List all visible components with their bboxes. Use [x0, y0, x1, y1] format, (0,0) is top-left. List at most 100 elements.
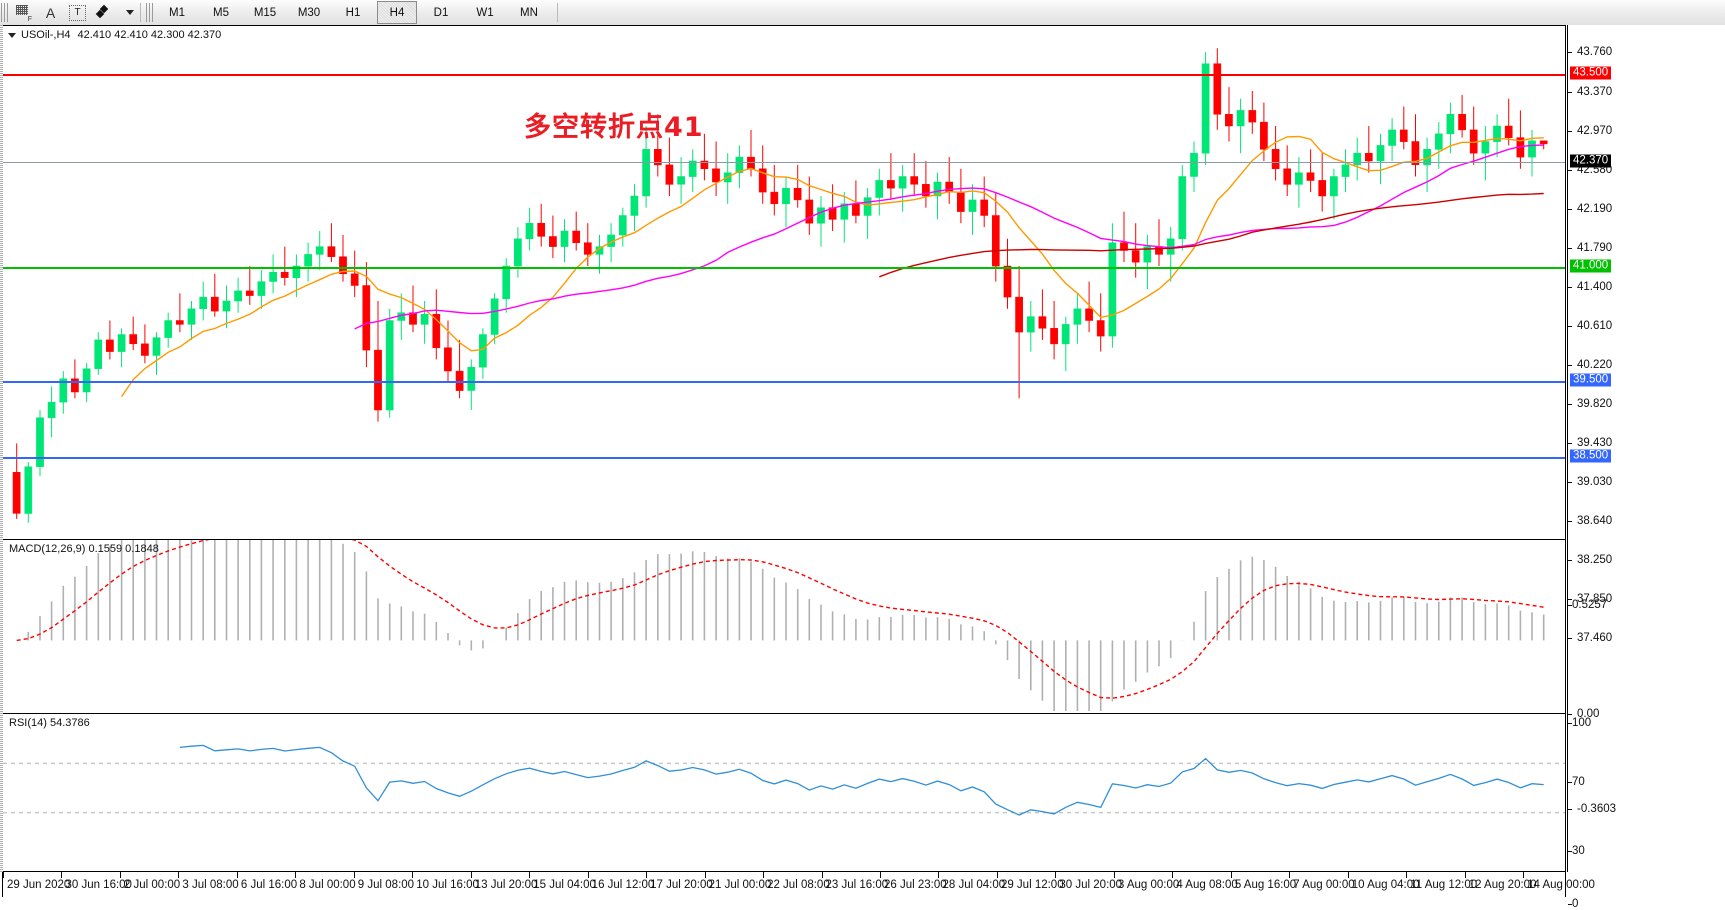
- price-axis[interactable]: 43.760 43.370 42.970 42.580 42.190 41.790 41.4…: [1567, 25, 1725, 910]
- rsi-tick: 100: [1568, 717, 1591, 729]
- time-tick-mark: [587, 872, 589, 878]
- toolbar-divider: [140, 3, 141, 22]
- time-tick: 10 Jul 16:00: [416, 879, 479, 891]
- time-tick: 30 Jul 20:00: [1059, 879, 1123, 891]
- shapes-icon[interactable]: [92, 1, 117, 24]
- symbol-label: USOil-,H4: [21, 29, 71, 41]
- time-tick: 17 Jul 20:00: [650, 879, 713, 891]
- time-tick: 15 Jul 04:00: [533, 879, 596, 891]
- price-level-label-support-39500[interactable]: 39.500: [1570, 373, 1612, 387]
- text-label-icon[interactable]: A: [45, 4, 56, 21]
- time-tick: 13 Jul 20:00: [474, 879, 538, 891]
- time-tick: 23 Jul 16:00: [825, 879, 889, 891]
- time-tick: 6 Jul 16:00: [240, 879, 298, 891]
- time-tick-mark: [763, 872, 765, 878]
- time-tick: 3 Aug 00:00: [1117, 879, 1180, 891]
- time-tick: 29 Jul 12:00: [1000, 879, 1064, 891]
- symbol-header: USOil-,H4 42.410 42.410 42.300 42.370: [6, 28, 221, 42]
- time-axis[interactable]: 29 Jun 2020 30 Jun 16:00 2 Jul 00:00 3 Jul …: [2, 872, 1595, 897]
- rsi-plot: [3, 744, 1565, 816]
- time-tick-mark: [236, 872, 238, 878]
- macd-tick: -0.3603: [1568, 803, 1616, 815]
- price-tick: 41.400: [1568, 281, 1612, 293]
- time-tick-mark: [938, 872, 940, 878]
- price-pane[interactable]: USOil-,H4 42.410 42.410 42.300 42.370 多空…: [3, 26, 1565, 536]
- time-tick-mark: [1464, 872, 1466, 878]
- timeframe-mn[interactable]: MN: [520, 6, 538, 19]
- timeframe-m5[interactable]: M5: [213, 6, 229, 19]
- chevron-down-icon[interactable]: [8, 32, 16, 38]
- time-tick-mark: [996, 872, 998, 878]
- time-tick-mark: [295, 872, 297, 878]
- time-tick-mark: [412, 872, 414, 878]
- macd-pane[interactable]: MACD(12,26,9) 0.1559 0.1848: [3, 539, 1565, 712]
- ohlc-values: 42.410 42.410 42.300 42.370: [77, 29, 222, 41]
- time-tick: 14 Aug 00:00: [1527, 879, 1595, 891]
- pane-scroll-gutter[interactable]: [0, 25, 3, 872]
- price-tick: 37.460: [1568, 632, 1612, 644]
- time-tick: 28 Jul 04:00: [942, 879, 1006, 891]
- time-tick: 22 Jul 08:00: [767, 879, 830, 891]
- crosshair-cursor-icon[interactable]: F: [11, 1, 36, 24]
- rsi-tick: 70: [1568, 776, 1585, 788]
- rsi-label: RSI(14) 54.3786: [9, 717, 90, 729]
- macd-tick: 0.5257: [1568, 599, 1607, 611]
- time-tick: 10 Aug 04:00: [1351, 879, 1420, 891]
- price-level-label-resistance-43500[interactable]: 43.500: [1570, 66, 1612, 80]
- time-tick: 5 Aug 16:00: [1234, 879, 1297, 891]
- time-tick: 8 Jul 00:00: [299, 879, 356, 891]
- level-line-resistance[interactable]: [3, 74, 1565, 76]
- rsi-tick: 0: [1568, 898, 1578, 910]
- level-line-pivot[interactable]: [3, 267, 1565, 269]
- timeframe-m15[interactable]: M15: [253, 6, 277, 19]
- time-tick-mark: [1289, 872, 1291, 878]
- price-tick: 40.220: [1568, 359, 1612, 371]
- price-tick: 42.190: [1568, 203, 1612, 215]
- price-candles: [12, 48, 1548, 523]
- timeframe-d1[interactable]: D1: [433, 6, 449, 19]
- level-line-support-1[interactable]: [3, 381, 1565, 383]
- time-tick-mark: [1055, 872, 1057, 878]
- time-tick: 21 Jul 00:00: [708, 879, 772, 891]
- rsi-tick: 30: [1568, 845, 1585, 857]
- price-level-label-support-38500[interactable]: 38.500: [1570, 449, 1612, 463]
- time-tick: 30 Jun 16:00: [65, 879, 132, 891]
- chart-area[interactable]: USOil-,H4 42.410 42.410 42.300 42.370 多空…: [0, 25, 1725, 910]
- timeframe-m1[interactable]: M1: [169, 6, 185, 19]
- main-toolbar: F A T M1 M5 M15 M30 H1 H4 D1 W1 MN: [0, 0, 1725, 26]
- price-tick: 38.250: [1568, 554, 1612, 566]
- time-tick-mark: [178, 872, 180, 878]
- price-tick: 37.850: [1568, 593, 1612, 605]
- price-tick: 43.760: [1568, 46, 1612, 58]
- price-tick: 39.430: [1568, 437, 1612, 449]
- macd-tick: 0.00: [1568, 708, 1599, 720]
- toolbar-grip-2[interactable]: [146, 3, 153, 22]
- time-tick-mark: [353, 872, 355, 878]
- chevron-down-icon[interactable]: [119, 1, 135, 24]
- text-box-icon[interactable]: T: [65, 1, 90, 24]
- timeframe-w1[interactable]: W1: [476, 6, 494, 19]
- time-tick-mark: [1113, 872, 1115, 878]
- time-tick-mark: [119, 872, 121, 878]
- time-tick-mark: [704, 872, 706, 878]
- time-tick-mark: [470, 872, 472, 878]
- time-tick: 11 Aug 12:00: [1410, 879, 1478, 891]
- toolbar-divider-2: [557, 3, 558, 22]
- level-line-support-2[interactable]: [3, 457, 1565, 459]
- timeframe-h1[interactable]: H1: [345, 6, 361, 19]
- time-tick-mark: [821, 872, 823, 878]
- time-tick-mark: [61, 872, 63, 878]
- rsi-pane[interactable]: RSI(14) 54.3786: [3, 713, 1565, 859]
- toolbar-grip-1[interactable]: [1, 3, 8, 22]
- price-level-label-pivot-41000[interactable]: 41.000: [1570, 259, 1612, 273]
- timeframe-h4[interactable]: H4: [377, 1, 417, 24]
- time-tick: 4 Aug 08:00: [1176, 879, 1238, 891]
- time-tick-mark: [646, 872, 648, 878]
- timeframe-m30[interactable]: M30: [297, 6, 321, 19]
- time-tick-mark: [1406, 872, 1408, 878]
- price-level-label-current-price-42370[interactable]: 42.370: [1570, 154, 1612, 168]
- chart-annotation-text: 多空转折点41: [524, 112, 704, 143]
- time-tick-mark: [3, 872, 4, 878]
- price-tick: 41.790: [1568, 242, 1612, 254]
- time-tick: 12 Aug 20:00: [1468, 879, 1537, 891]
